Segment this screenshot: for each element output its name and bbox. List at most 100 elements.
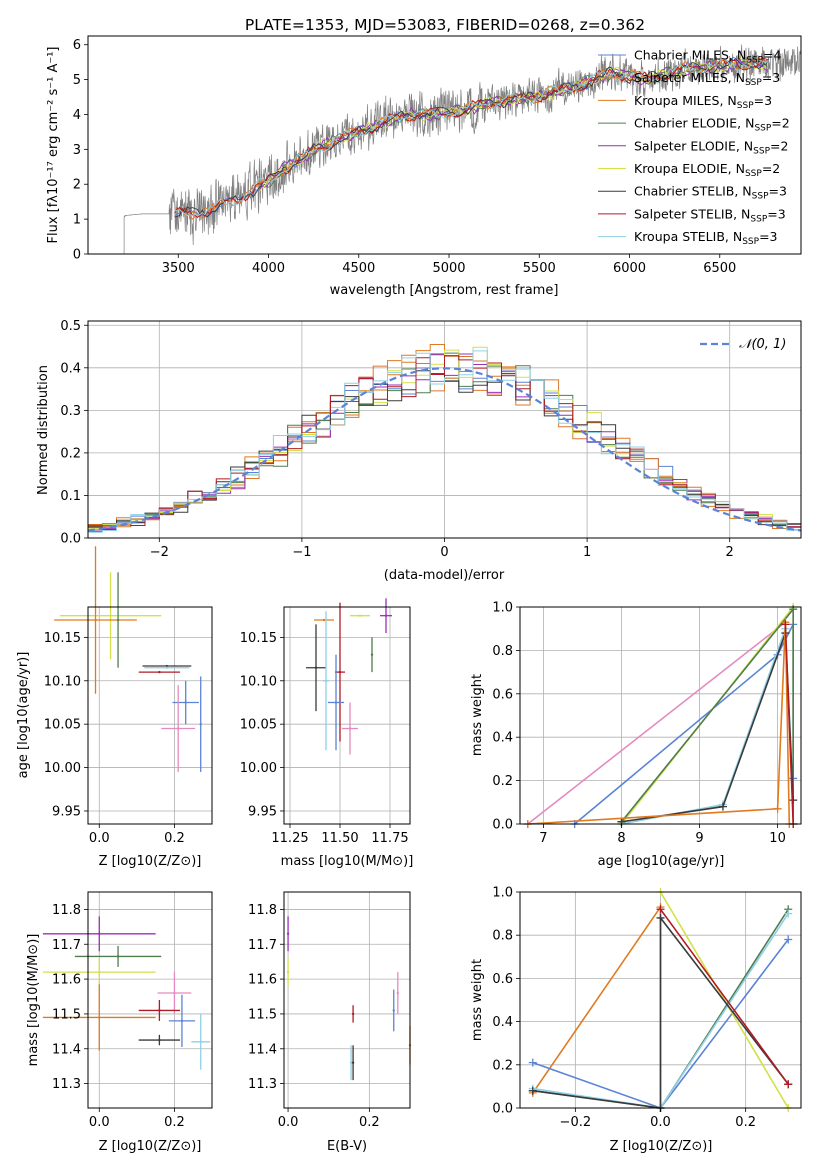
age-weight-grid xyxy=(520,606,801,825)
legend-subscript: SSP xyxy=(746,56,763,66)
y-tick-label: 11.8 xyxy=(52,903,81,918)
ebv-mass-ticks: 0.0 0.2 11.3 11.4 11.5 11.6 11.7 11.8 xyxy=(248,903,380,1130)
mass-age-frame xyxy=(283,606,411,825)
z-mass-panel: 0.0 0.2 11.3 11.4 11.5 11.6 11.7 11.8 Z [log10(… xyxy=(26,891,213,1154)
age-weight-marks xyxy=(523,603,798,828)
legend-subscript: SSP xyxy=(745,169,762,179)
weight-line xyxy=(784,624,794,825)
age-weight-xlabel: age [log10(age/yr)] xyxy=(598,854,725,869)
y-tick-label: 6 xyxy=(73,38,81,53)
weight-line xyxy=(621,632,794,823)
errorbar-point xyxy=(116,618,120,622)
age-weight-ticks: 7 8 9 10 0.0 0.2 0.4 0.6 0.8 1.0 xyxy=(492,601,786,847)
y-tick-label: 0.4 xyxy=(60,361,81,376)
x-tick-label: 7 xyxy=(539,831,547,846)
errorbar-point xyxy=(358,614,362,617)
residuals-marks xyxy=(87,344,802,538)
y-tick-label: 11.6 xyxy=(248,973,277,988)
figure-title: PLATE=1353, MJD=53083, FIBERID=0268, z=0… xyxy=(245,16,645,34)
z-mass-frame xyxy=(87,891,213,1109)
z-mass-ticks: 0.0 0.2 11.3 11.4 11.5 11.6 11.7 11.8 xyxy=(52,903,185,1130)
legend-subscript: SSP xyxy=(754,124,771,134)
y-tick-label: 10.15 xyxy=(240,631,277,646)
legend-subscript: SSP xyxy=(745,78,762,88)
x-tick-label: −0.2 xyxy=(560,1115,592,1130)
y-tick-label: 0.8 xyxy=(492,929,513,944)
errorbar-point xyxy=(158,1038,161,1042)
weight-marker xyxy=(656,913,665,922)
x-tick-label: −2 xyxy=(150,545,169,560)
errorbar-point xyxy=(324,679,328,682)
legend-count: =3 xyxy=(759,229,777,244)
errorbar-point xyxy=(94,618,97,622)
z-weight-xlabel: Z [log10(Z/Z⊙)] xyxy=(610,1139,713,1154)
z-weight-marks xyxy=(528,888,793,1112)
ebv-mass-grid xyxy=(284,892,410,1108)
residuals-ylabel: Normed distribution xyxy=(36,365,51,495)
errorbar-point xyxy=(165,666,169,669)
errorbar-point xyxy=(286,932,290,936)
z-age-frame xyxy=(87,606,213,825)
legend-subscript: SSP xyxy=(752,192,769,202)
y-tick-label: 10.10 xyxy=(44,674,81,689)
y-tick-label: 0 xyxy=(73,248,81,263)
z-age-xlabel: Z [log10(Z/Z⊙)] xyxy=(99,854,202,869)
x-tick-label: 0.0 xyxy=(650,1115,671,1130)
spectrum-model-line xyxy=(259,56,768,192)
errorbar-point xyxy=(351,1061,355,1064)
x-tick-label: 5000 xyxy=(432,261,465,276)
weight-line xyxy=(659,908,789,1085)
errorbar-point xyxy=(370,653,374,656)
y-tick-label: 10.15 xyxy=(44,631,81,646)
weight-marker xyxy=(784,935,793,944)
y-tick-label: 0.0 xyxy=(60,532,81,547)
x-tick-label: 0.0 xyxy=(89,1115,110,1130)
legend-subscript: SSP xyxy=(750,214,767,224)
y-tick-label: 0.6 xyxy=(492,972,513,987)
errorbar-point xyxy=(334,701,338,704)
weight-line xyxy=(621,628,794,825)
legend-label: Kroupa STELIB, NSSP=3 xyxy=(634,229,778,247)
spectrum-frame xyxy=(87,35,802,255)
y-tick-label: 0.0 xyxy=(492,1102,513,1117)
errorbar-point xyxy=(98,1016,101,1019)
y-tick-label: 9.95 xyxy=(248,804,277,819)
legend-count: =4 xyxy=(763,48,781,63)
weight-marker xyxy=(656,905,665,914)
legend-count: =3 xyxy=(769,184,787,199)
errorbar-point xyxy=(286,970,290,974)
z-mass-ylabel: mass [log10(M/M⊙)] xyxy=(26,934,41,1067)
errorbar-point xyxy=(158,670,161,674)
y-tick-label: 10.05 xyxy=(44,718,81,733)
z-age-panel: 0.0 0.2 9.95 10.00 10.05 10.10 10.15 Z [log10(… xyxy=(16,546,213,869)
x-tick-label: 2 xyxy=(726,545,734,560)
legend-label: Kroupa MILES, NSSP=3 xyxy=(634,93,772,111)
y-tick-label: 10.05 xyxy=(240,718,277,733)
errorbar-point xyxy=(158,1009,161,1012)
z-mass-marks xyxy=(42,916,211,1070)
legend-label: Kroupa ELODIE, NSSP=2 xyxy=(634,161,780,179)
weight-marker xyxy=(784,1080,793,1089)
z-age-ticks: 0.0 0.2 9.95 10.00 10.05 10.10 10.15 xyxy=(44,631,185,846)
y-tick-label: 9.95 xyxy=(52,804,81,819)
errorbar-point xyxy=(351,1012,355,1016)
legend-label: Chabrier MILES, NSSP=4 xyxy=(634,48,782,66)
x-tick-label: 11.25 xyxy=(271,831,308,846)
legend-subscript: SSP xyxy=(753,146,770,156)
y-tick-label: 10.10 xyxy=(240,674,277,689)
residuals-xlabel: (data-model)/error xyxy=(384,568,505,583)
errorbar-point xyxy=(348,727,352,730)
residual-histogram xyxy=(88,350,801,538)
age-weight-panel: 7 8 9 10 0.0 0.2 0.4 0.6 0.8 1.0 age [log10(age/y… xyxy=(470,601,802,869)
weight-line xyxy=(527,621,786,825)
y-tick-label: 11.8 xyxy=(248,903,277,918)
x-tick-label: 8 xyxy=(617,831,625,846)
y-tick-label: 11.4 xyxy=(52,1042,81,1057)
y-tick-label: 0.3 xyxy=(60,404,81,419)
x-tick-label: 0.2 xyxy=(164,1115,185,1130)
weight-marker xyxy=(528,1058,537,1067)
weight-marker xyxy=(528,1086,537,1095)
legend-label: Salpeter ELODIE, NSSP=2 xyxy=(634,138,788,156)
ebv-mass-frame xyxy=(283,891,411,1109)
y-tick-label: 2 xyxy=(73,178,81,193)
